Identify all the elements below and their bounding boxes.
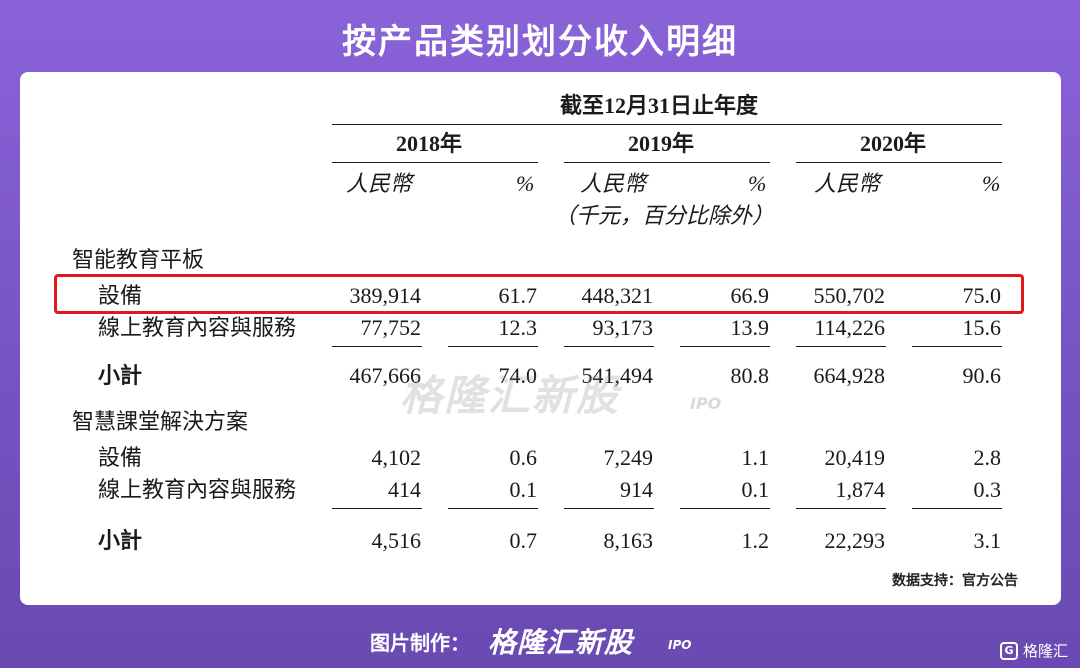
cell: 75.0 — [962, 283, 1002, 308]
cell: 4,516 — [371, 528, 422, 553]
cell: 61.7 — [498, 283, 538, 308]
source-note: 数据支持：官方公告 — [892, 573, 1018, 589]
watermark: 格隆汇新股 — [400, 371, 621, 420]
cell: 541,494 — [581, 363, 654, 388]
period-header: 截至12月31日止年度 — [560, 93, 759, 118]
watermark-ipo: IPO — [690, 394, 722, 413]
footer-label: 图片制作： — [370, 631, 470, 655]
unit-note: （千元，百分比除外） — [554, 203, 775, 228]
cell: 389,914 — [349, 283, 422, 308]
year-rule-2019 — [564, 162, 770, 163]
unit-pct-2019: % — [748, 171, 767, 196]
cell: 0.1 — [509, 477, 538, 502]
sum-rule — [680, 508, 770, 509]
cell: 4,102 — [371, 445, 422, 470]
cell: 22,293 — [824, 528, 886, 553]
cell: 114,226 — [814, 315, 885, 340]
cell: 2.8 — [973, 445, 1002, 470]
unit-rmb-2020: 人民幣 — [814, 171, 881, 196]
footer: 图片制作： 格隆汇新股 IPO — [0, 618, 1080, 659]
subtotal-label: 小計 — [98, 363, 143, 388]
sum-rule — [448, 508, 538, 509]
cell: 80.8 — [730, 363, 770, 388]
sum-rule — [332, 508, 422, 509]
corner-brand-text: 格隆汇 — [1022, 642, 1068, 660]
year-rule-2020 — [796, 162, 1002, 163]
cell: 1,874 — [835, 477, 886, 502]
year-2018: 2018年 — [396, 131, 463, 156]
sum-rule — [448, 346, 538, 347]
cell: 448,321 — [581, 283, 654, 308]
sum-rule — [332, 346, 422, 347]
sum-rule — [564, 508, 654, 509]
sum-rule — [796, 508, 886, 509]
cell: 90.6 — [962, 363, 1002, 388]
cell: 664,928 — [813, 363, 886, 388]
cell: 15.6 — [962, 315, 1002, 340]
cell: 0.1 — [741, 477, 770, 502]
subtotal-label: 小計 — [98, 528, 143, 553]
sum-rule — [796, 346, 886, 347]
year-2020: 2020年 — [860, 131, 927, 156]
header-rule — [332, 124, 1002, 125]
highlight-box — [54, 274, 1024, 314]
cell: 8,163 — [603, 528, 654, 553]
cell: 0.7 — [509, 528, 538, 553]
page-title: 按产品类别划分收入明细 — [342, 22, 738, 62]
cell: 1.1 — [741, 445, 770, 470]
unit-pct-2020: % — [982, 171, 1001, 196]
sum-rule — [912, 346, 1002, 347]
row-label: 線上教育內容與服務 — [98, 315, 297, 340]
brand-logo-icon: G — [999, 641, 1018, 660]
cell: 414 — [388, 477, 421, 502]
cell: 66.9 — [730, 283, 770, 308]
row-label: 設備 — [98, 445, 143, 470]
cell: 77,752 — [360, 315, 422, 340]
footer-brand-suffix: IPO — [668, 638, 692, 652]
cell: 20,419 — [824, 445, 886, 470]
cell: 550,702 — [813, 283, 886, 308]
footer-brand-logo: 格隆汇新股 — [488, 626, 634, 659]
row-label: 線上教育內容與服務 — [98, 477, 297, 502]
cell: 914 — [620, 477, 653, 502]
section-name: 智慧課堂解決方案 — [72, 409, 249, 434]
year-2019: 2019年 — [628, 131, 695, 156]
cell: 0.6 — [509, 445, 538, 470]
row-label: 設備 — [98, 283, 143, 308]
unit-rmb-2018: 人民幣 — [346, 171, 413, 196]
section-name: 智能教育平板 — [72, 247, 205, 272]
cell: 7,249 — [603, 445, 654, 470]
cell: 0.3 — [973, 477, 1002, 502]
unit-rmb-2019: 人民幣 — [580, 171, 647, 196]
table-card: 截至12月31日止年度 2018年 2019年 2020年 人民幣 % 人民幣 … — [20, 72, 1061, 605]
cell: 467,666 — [349, 363, 422, 388]
unit-pct-2018: % — [516, 171, 535, 196]
cell: 74.0 — [498, 363, 538, 388]
sum-rule — [680, 346, 770, 347]
corner-brand: G 格隆汇 — [999, 640, 1068, 661]
sum-rule — [564, 346, 654, 347]
cell: 93,173 — [592, 315, 654, 340]
cell: 3.1 — [973, 528, 1002, 553]
cell: 1.2 — [741, 528, 770, 553]
cell: 12.3 — [498, 315, 538, 340]
sum-rule — [912, 508, 1002, 509]
year-rule-2018 — [332, 162, 538, 163]
cell: 13.9 — [730, 315, 770, 340]
